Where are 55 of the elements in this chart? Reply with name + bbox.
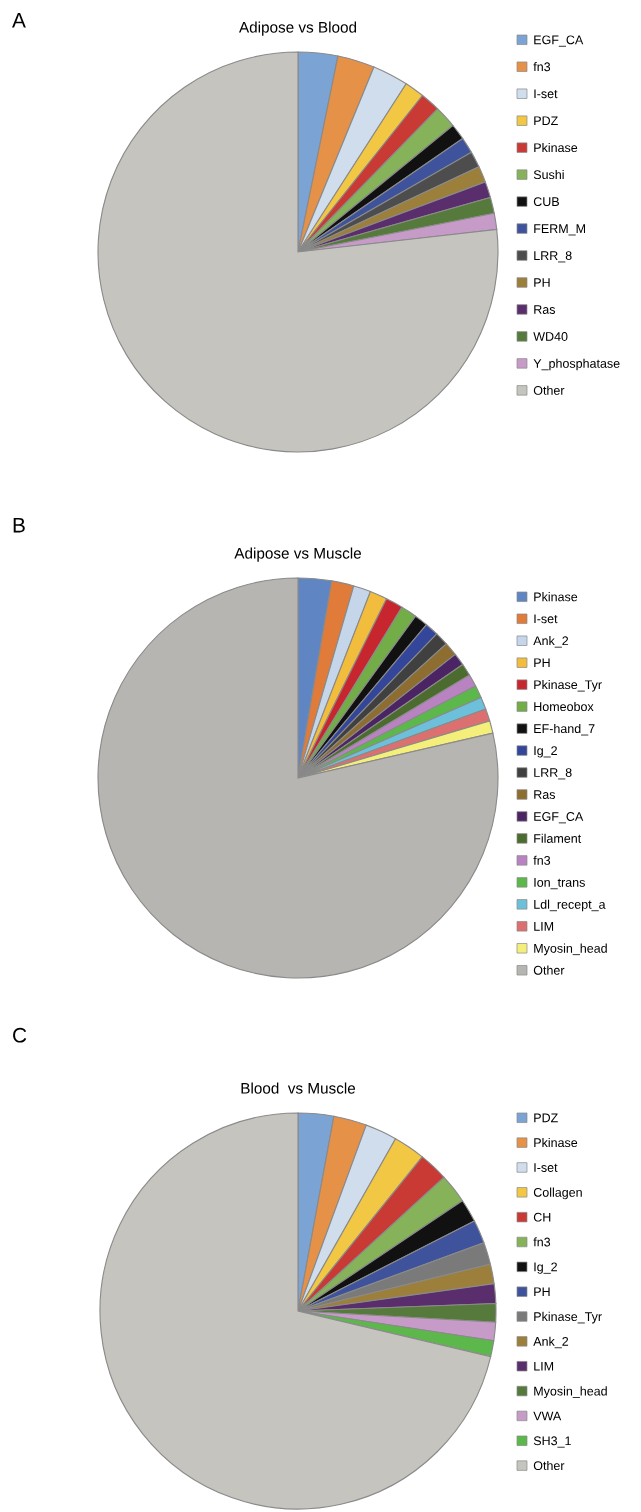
legend-label: LRR_8 <box>534 251 572 263</box>
legend-label: CH <box>533 1212 551 1222</box>
legend-label: LIM <box>534 1361 554 1371</box>
legend-label: LIM <box>534 922 554 931</box>
legend-label: WD40 <box>533 332 568 341</box>
legend-label: Pkinase_Tyr <box>534 1311 602 1324</box>
legend-label: SH3_1 <box>533 1436 571 1448</box>
text: B <box>13 518 25 533</box>
text: C <box>13 1027 27 1043</box>
legend-label: Pkinase <box>534 1137 578 1148</box>
legend-label: fn3 <box>533 1237 551 1247</box>
text: A <box>12 13 26 28</box>
legend-label: I-set <box>534 1163 558 1172</box>
chart-title: Blood vs Muscle <box>241 1082 356 1094</box>
pie-slice <box>97 577 499 979</box>
legend-label: Ras <box>534 790 556 799</box>
legend-label: I-set <box>534 614 558 624</box>
legend-label: Homeobox <box>534 701 594 712</box>
legend-label: Ank_2 <box>533 1336 569 1349</box>
legend-label: PH <box>534 278 550 287</box>
chart-title: Adipose vs Muscle <box>234 547 362 562</box>
chart-title: Adipose vs Blood <box>239 21 357 36</box>
legend-label: PDZ <box>534 1113 558 1123</box>
legend-label: PDZ <box>534 116 558 126</box>
legend-label: EF-hand_7 <box>534 723 595 736</box>
legend-label: fn3 <box>533 855 551 865</box>
legend-label: Y_phosphatase <box>533 358 620 371</box>
pie-slice <box>97 51 499 453</box>
legend-label: PH <box>534 1287 550 1297</box>
legend-label: Sushi <box>533 169 564 180</box>
legend-label: FERM_M <box>534 224 585 236</box>
legend-label: Other <box>533 1460 565 1471</box>
legend-label: Ras <box>534 305 556 314</box>
legend-label: Pkinase <box>534 142 578 153</box>
legend-label: VWA <box>533 1411 562 1421</box>
legend-label: PH <box>534 658 550 668</box>
legend-label: Myosin_head <box>534 943 607 956</box>
legend-label: CUB <box>533 197 559 207</box>
legend-label: Other <box>533 965 565 975</box>
legend-label: LRR_8 <box>534 768 572 780</box>
legend-label: EGF_CA <box>534 812 584 824</box>
legend-label: Other <box>533 385 565 395</box>
legend-label: Pkinase_Tyr <box>534 679 602 692</box>
legend-label: Ion_trans <box>534 878 585 890</box>
legend-label: I-set <box>534 89 558 99</box>
legend-label: Ank_2 <box>533 636 569 648</box>
legend-label: fn3 <box>533 62 551 72</box>
legend-label: Ldl_recept_a <box>534 899 606 912</box>
legend-label: Filament <box>534 833 582 843</box>
legend-label: Collagen <box>533 1187 582 1200</box>
legend-label: EGF_CA <box>534 35 584 47</box>
legend-label: Ig_2 <box>534 746 557 758</box>
legend-label: Pkinase <box>534 592 578 602</box>
legend-label: Myosin_head <box>534 1386 607 1398</box>
legend-label: Ig_2 <box>534 1262 557 1274</box>
